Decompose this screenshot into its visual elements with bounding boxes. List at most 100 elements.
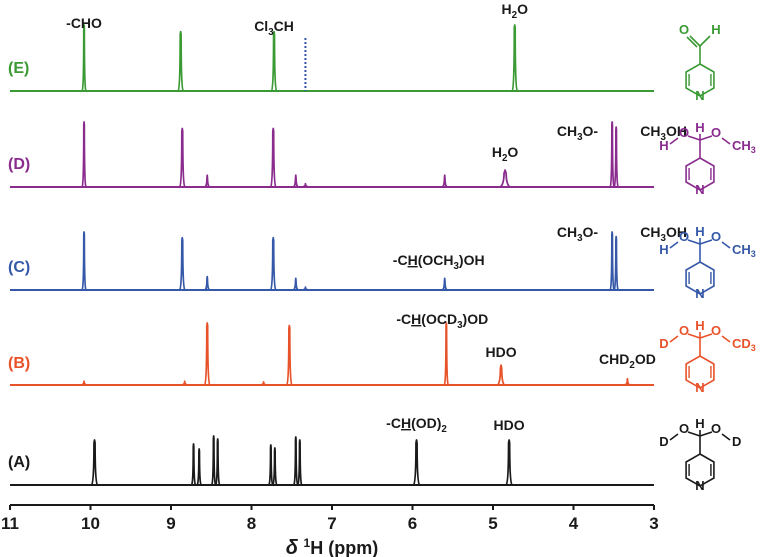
peak-C-5 — [302, 286, 309, 291]
peak-A-7 — [292, 436, 299, 486]
peak-B-4 — [285, 324, 293, 386]
pyridine-ring-C — [685, 261, 715, 295]
peak-A-3 — [210, 435, 217, 486]
spectrum-C: (C) -CH(OCH3)OH CH3O- CH3OH — [8, 224, 687, 291]
c-o2-bond-B — [699, 333, 713, 339]
annotation-C-1: CH3O- — [557, 224, 599, 244]
pyridine-ring-E — [685, 63, 715, 97]
ring-nitrogen-A: N — [695, 478, 704, 493]
co-bond-E — [689, 35, 701, 47]
peak-B-5 — [443, 322, 450, 386]
x-tick-label-6: 6 — [408, 514, 417, 533]
oxygen-right-B: O — [711, 323, 721, 338]
o1-h-bond-C — [669, 241, 679, 249]
c-o1-bond-C — [687, 239, 701, 245]
trace-label-D: (D) — [8, 156, 30, 173]
right-substituent-A: D — [732, 434, 741, 449]
oxygen-right-C: O — [711, 229, 721, 244]
trace-label-B: (B) — [8, 355, 30, 372]
c-o1-bond-B — [687, 333, 701, 339]
o1-h-bond-D — [669, 137, 679, 145]
peak-D-0 — [81, 121, 87, 188]
x-tick-label-4: 4 — [569, 514, 579, 533]
peak-A-6 — [272, 447, 278, 486]
o1-h-bond-A — [669, 433, 679, 441]
peak-C-6 — [441, 277, 448, 291]
pyridine-ring-B — [685, 355, 715, 389]
peak-C-2 — [204, 275, 210, 291]
peak-A-1 — [190, 443, 197, 486]
peak-E-1 — [177, 30, 185, 92]
ring-nitrogen-B: N — [695, 380, 704, 395]
annotation-B-1: HDO — [485, 344, 516, 360]
peak-C-4 — [293, 277, 299, 291]
peak-A-0 — [90, 439, 99, 486]
annotation-B-0: -CH(OCD3)OD — [396, 311, 488, 331]
peak-D-2 — [204, 174, 210, 188]
spectrum-D: (D) H2O CH3O- CH3OH — [8, 121, 687, 188]
o2-me-bond-C — [721, 241, 731, 249]
o2-me-bond-D — [721, 137, 731, 145]
right-substituent-D: CH3 — [732, 138, 756, 155]
peak-C-8 — [613, 235, 619, 291]
annotation-E-1: Cl3CH — [254, 18, 294, 38]
peak-A-10 — [505, 439, 513, 486]
annotation-E-2: H2O — [502, 1, 529, 21]
peak-B-6 — [496, 364, 506, 386]
ring-nitrogen-D: N — [695, 182, 704, 197]
left-substituent-B: D — [659, 336, 668, 351]
annotation-A-0: -CH(OD)2 — [386, 415, 447, 435]
pyridine-ring-D — [685, 157, 715, 191]
aldehyde-hydrogen-E: H — [711, 22, 720, 37]
peak-D-5 — [302, 182, 309, 188]
oxygen-right-D: O — [711, 125, 721, 140]
peak-D-8 — [609, 121, 615, 188]
annotation-B-2: CHD2OD — [599, 351, 656, 371]
peak-B-0 — [81, 380, 87, 386]
central-hydrogen-C: H — [695, 224, 704, 239]
c-o1-bond-A — [687, 431, 701, 437]
o2-me-bond-A — [721, 433, 731, 441]
right-substituent-C: CH3 — [732, 242, 756, 259]
x-tick-label-8: 8 — [247, 514, 256, 533]
o1-h-bond-B — [669, 335, 679, 343]
x-tick-label-3: 3 — [649, 514, 658, 533]
central-hydrogen-B: H — [695, 318, 704, 333]
peak-B-1 — [182, 380, 188, 386]
x-tick-label-10: 10 — [81, 514, 100, 533]
right-substituent-B: CD3 — [732, 336, 756, 353]
c-o2-bond-A — [699, 431, 713, 437]
peak-C-7 — [609, 231, 615, 291]
structure-E: N O H — [679, 22, 721, 103]
co-double-bond-E — [686, 36, 698, 48]
x-axis: 11 10 9 8 7 6 5 4 3 δ 1H (ppm) — [1, 504, 659, 557]
trace-label-C: (C) — [8, 259, 30, 276]
left-substituent-C: H — [659, 242, 668, 257]
peak-E-3 — [511, 24, 519, 92]
annotation-D-2: CH3OH — [640, 123, 687, 143]
spectrum-E: (E) -CHO Cl3CH H2O — [8, 1, 654, 92]
peak-C-3 — [269, 236, 277, 291]
peak-A-9 — [412, 439, 421, 486]
peak-B-2 — [203, 322, 211, 386]
ring-nitrogen-E: N — [695, 88, 704, 103]
peak-E-0 — [81, 24, 87, 92]
peak-A-5 — [268, 444, 274, 486]
annotation-D-1: CH3O- — [557, 123, 599, 143]
structure-B: NHO OD CD3 — [659, 318, 755, 395]
oxygen-left-B: O — [679, 323, 689, 338]
o2-me-bond-B — [721, 335, 731, 343]
central-hydrogen-D: H — [695, 120, 704, 135]
central-hydrogen-A: H — [695, 416, 704, 431]
spectra-layer: (E) -CHO Cl3CH H2O (D) H2O CH3O- CH3OH (C) -CH(OC… — [8, 1, 687, 486]
trace-label-A: (A) — [8, 454, 30, 471]
c-o1-bond-D — [687, 135, 701, 141]
annotation-E-0: -CHO — [66, 15, 102, 31]
peak-D-7 — [499, 169, 511, 188]
peak-B-7 — [624, 377, 631, 386]
oxygen-left-C: O — [679, 229, 689, 244]
spectrum-B: (B) -CH(OCD3)OD HDO CHD2OD — [8, 311, 656, 386]
peak-D-9 — [613, 126, 619, 188]
